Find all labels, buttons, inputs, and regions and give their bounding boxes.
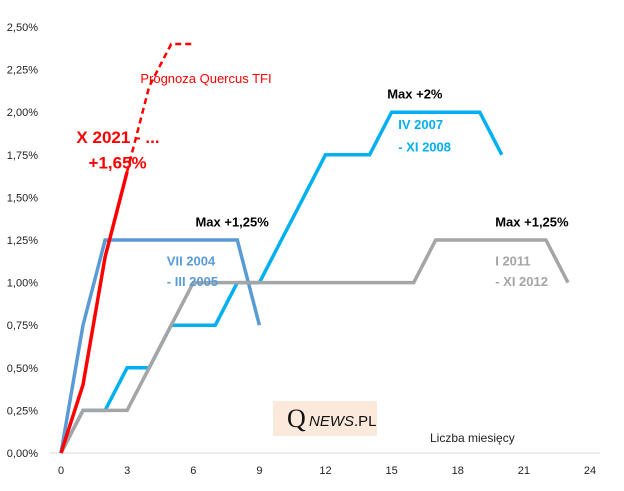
logo-news: NEWS [309, 413, 354, 430]
annotation-max-2011: Max +1,25% [495, 214, 569, 229]
annotations-group: Max +1,25% VII 2004 - III 2005 Max +2% IV 20… [76, 71, 569, 289]
series-group [59, 42, 570, 454]
x-tick-label: 21 [518, 465, 530, 477]
y-tick-label: 0,25% [7, 405, 38, 417]
logo-pl: .PL [354, 413, 377, 430]
x-tick-label: 9 [256, 465, 262, 477]
y-tick-label: 2,50% [7, 22, 38, 34]
annotation-current-2021-a: X 2021 - ... [76, 128, 159, 147]
annotation-period-2004-a: VII 2004 [167, 254, 216, 269]
annotation-period-2011-a: I 2011 [495, 254, 530, 269]
annotation-period-2011-b: - XI 2012 [495, 274, 548, 289]
qnews-logo: Q NEWS.PL [273, 401, 377, 436]
annotation-period-2004-b: - III 2005 [167, 274, 218, 289]
x-tick-label: 12 [319, 465, 331, 477]
x-tick-label: 3 [124, 465, 130, 477]
annotation-forecast-label: Prognoza Quercus TFI [140, 71, 271, 86]
y-tick-label: 1,00% [7, 278, 38, 290]
series-line-3 [59, 171, 129, 454]
series-line-4 [125, 42, 194, 173]
series-line-0 [59, 238, 262, 454]
series-line-2 [59, 238, 570, 454]
annotation-period-2007-a: IV 2007 [398, 117, 443, 132]
x-tick-label: 0 [58, 465, 64, 477]
x-tick-label: 15 [386, 465, 398, 477]
y-axis-ticks: 0,00% 0,25% 0,50% 0,75% 1,00% 1,25% 1,50% 1,75%… [7, 22, 38, 460]
y-tick-label: 0,50% [7, 363, 38, 375]
annotation-max-2007: Max +2% [387, 87, 443, 102]
x-axis-label: Liczba miesięcy [430, 431, 515, 445]
x-tick-label: 6 [190, 465, 196, 477]
x-tick-label: 18 [452, 465, 464, 477]
x-axis-ticks: 0 3 6 9 12 15 18 21 24 [58, 465, 596, 477]
y-tick-label: 2,00% [7, 107, 38, 119]
annotation-period-2007-b: - XI 2008 [398, 139, 451, 154]
y-tick-label: 1,50% [7, 192, 38, 204]
y-tick-label: 0,00% [7, 448, 38, 460]
y-tick-label: 2,25% [7, 65, 38, 77]
series-line-1 [59, 110, 504, 454]
y-tick-label: 0,75% [7, 320, 38, 332]
annotation-max-2004: Max +1,25% [195, 214, 269, 229]
annotation-current-2021-b: +1,65% [89, 153, 147, 172]
y-tick-label: 1,25% [7, 235, 38, 247]
x-tick-label: 24 [584, 465, 596, 477]
logo-q: Q [287, 404, 306, 433]
y-tick-label: 1,75% [7, 150, 38, 162]
